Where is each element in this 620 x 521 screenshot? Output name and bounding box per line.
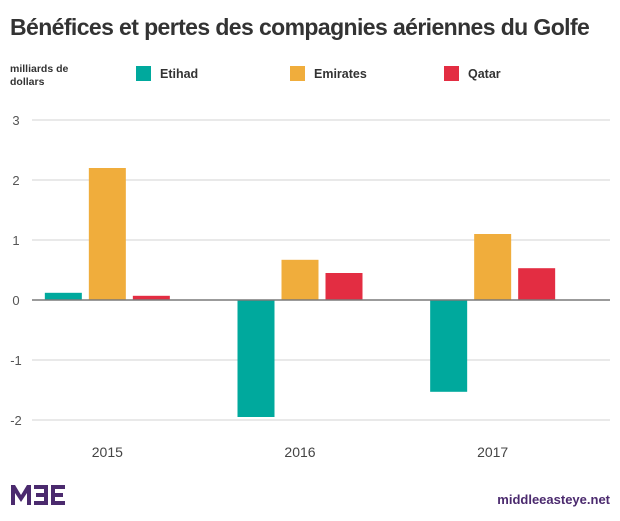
legend-label-etihad: Etihad <box>160 66 199 81</box>
mee-logo <box>11 485 65 505</box>
legend-label-qatar: Qatar <box>468 66 501 81</box>
bar-emirates-2017 <box>474 234 512 300</box>
bar-etihad-2015 <box>44 292 82 300</box>
y-tick-label: 2 <box>12 173 19 188</box>
bar-qatar-2017 <box>518 268 556 300</box>
legend-item-qatar: Qatar <box>444 66 501 81</box>
legend-swatch-etihad <box>136 66 151 81</box>
y-tick-label: 3 <box>12 113 19 128</box>
x-tick-label: 2016 <box>284 444 315 460</box>
chart-title: Bénéfices et pertes des compagnies aérie… <box>10 14 590 40</box>
legend-swatch-emirates <box>290 66 305 81</box>
y-tick-label: -1 <box>10 353 22 368</box>
x-tick-label: 2015 <box>92 444 123 460</box>
bar-emirates-2015 <box>88 168 126 300</box>
y-tick-label: -2 <box>10 413 22 428</box>
bar-emirates-2016 <box>281 259 319 300</box>
bar-chart: 3 2 1 0 -1 -2 2015 2016 2017 <box>10 113 610 460</box>
x-tick-label: 2017 <box>477 444 508 460</box>
bar-etihad-2016 <box>237 300 275 417</box>
bar-etihad-2017 <box>430 300 468 392</box>
legend-item-etihad: Etihad <box>136 66 198 81</box>
y-tick-label: 1 <box>12 233 19 248</box>
bar-qatar-2015 <box>132 295 170 300</box>
legend-swatch-qatar <box>444 66 459 81</box>
y-tick-label: 0 <box>12 293 19 308</box>
legend-item-emirates: Emirates <box>290 66 367 81</box>
legend-label-emirates: Emirates <box>314 66 367 81</box>
site-url: middleeasteye.net <box>497 492 610 507</box>
bar-qatar-2016 <box>325 273 363 300</box>
y-axis-unit-label: milliards de dollars <box>10 63 69 88</box>
